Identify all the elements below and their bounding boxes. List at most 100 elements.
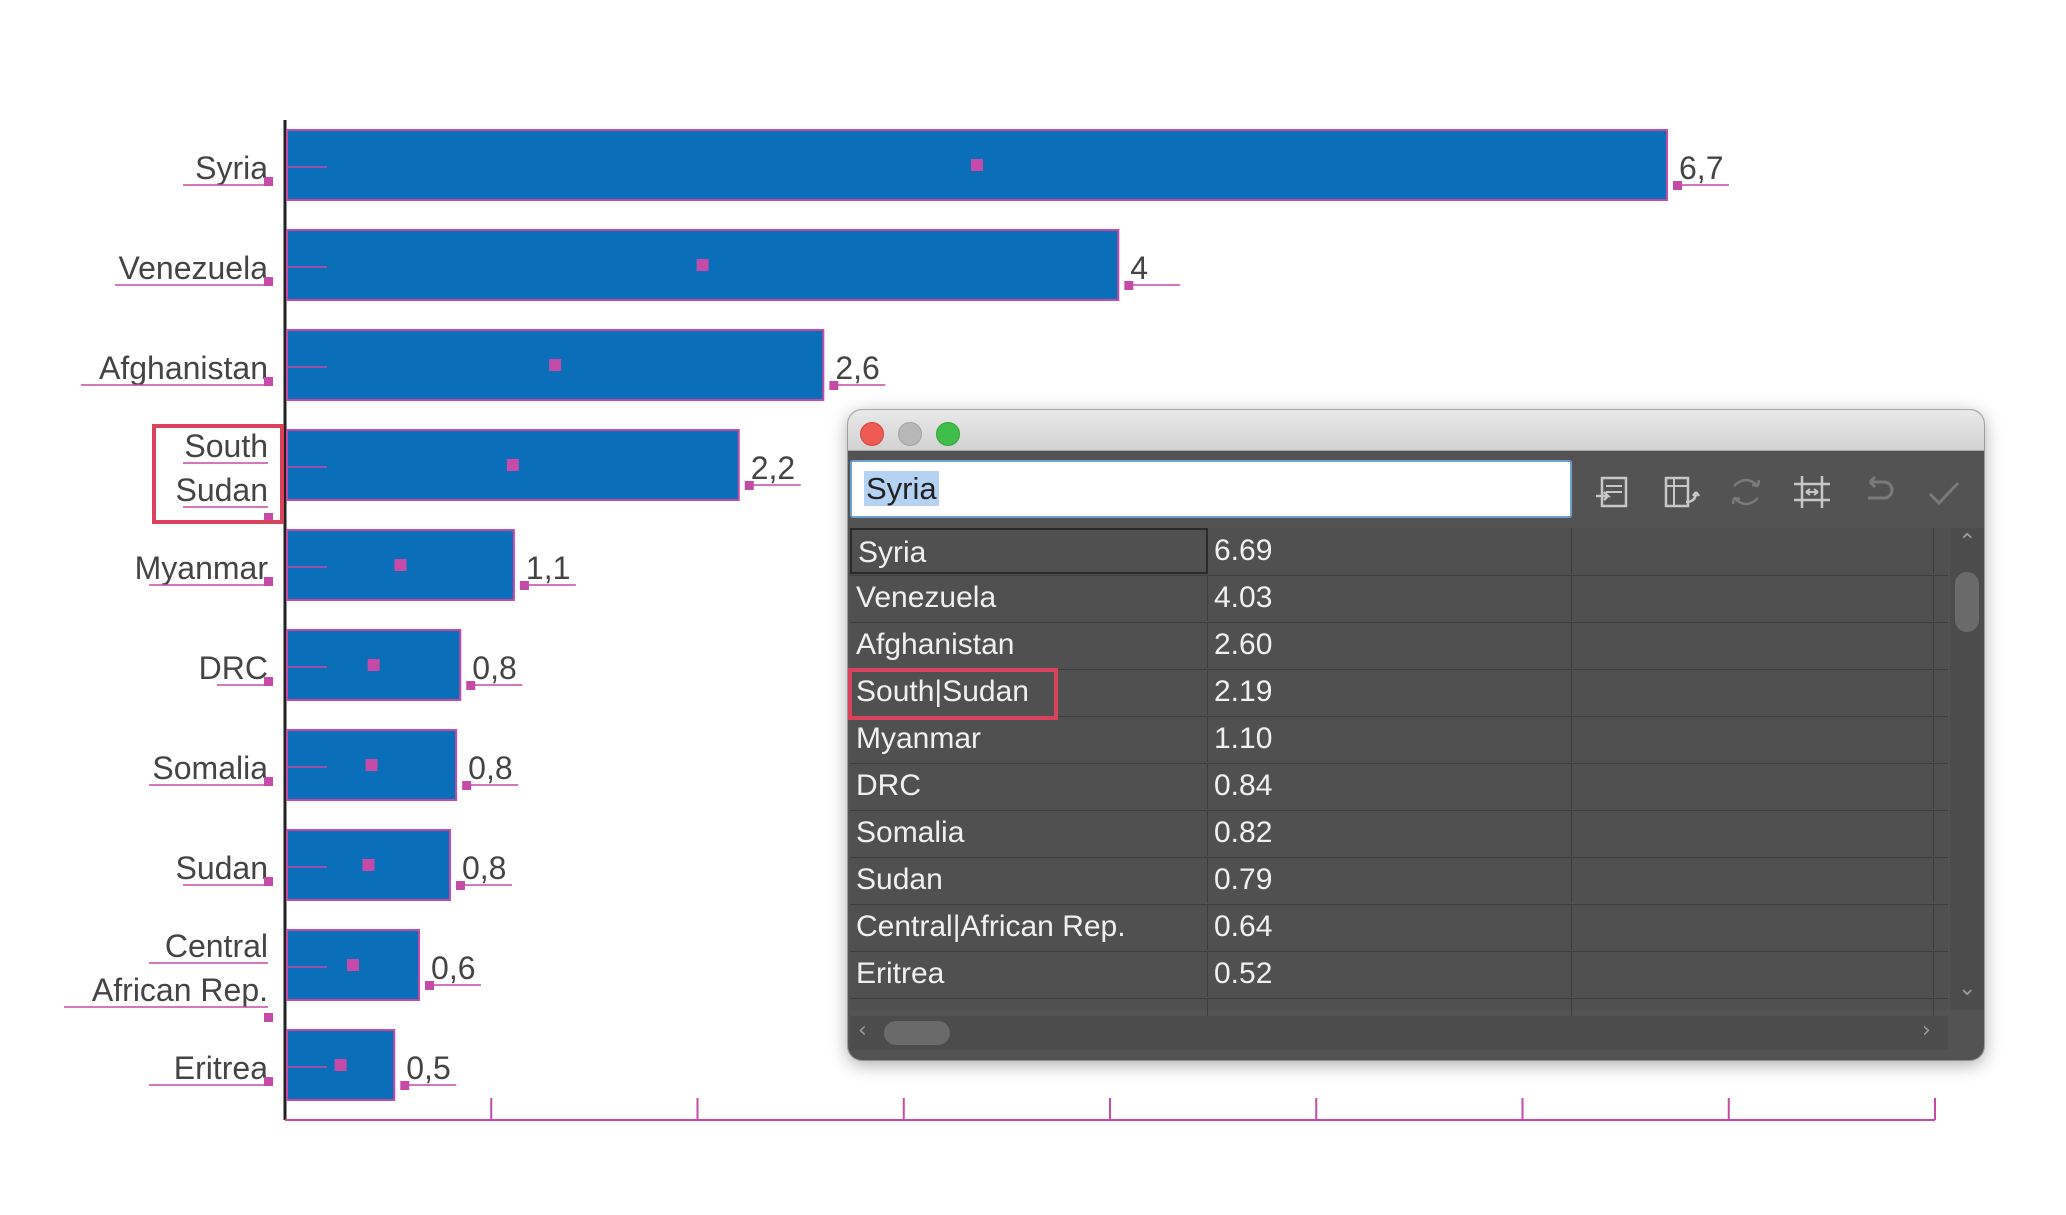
transpose-icon[interactable] xyxy=(1658,470,1702,514)
label-cell[interactable]: South|Sudan xyxy=(850,669,1208,715)
value-label: 0,8 xyxy=(468,750,512,786)
category-label-anchor xyxy=(264,377,273,386)
label-cell[interactable]: Afghanistan xyxy=(850,622,1208,668)
value-cell[interactable]: 1.10 xyxy=(1208,716,1572,762)
chart-highlight-south-sudan xyxy=(152,424,284,524)
category-label: Sudan xyxy=(175,850,268,886)
vertical-scrollbar[interactable]: ⌃ ⌄ xyxy=(1950,528,1984,1010)
table-row[interactable]: Syria 6.69 xyxy=(850,528,1948,576)
scroll-right-icon[interactable]: › xyxy=(1922,1018,1931,1043)
category-label: Central xyxy=(165,928,268,964)
value-label-anchor xyxy=(425,981,435,990)
label-cell[interactable]: Syria xyxy=(850,528,1208,574)
category-label: Sudan xyxy=(175,472,268,508)
value-cell[interactable]: 0.79 xyxy=(1208,857,1572,903)
value-cell[interactable]: 0.84 xyxy=(1208,763,1572,809)
bar-center-point xyxy=(394,559,407,571)
value-label: 2,2 xyxy=(751,450,795,486)
value-cell[interactable]: 4.03 xyxy=(1208,575,1572,621)
data-grid[interactable]: Syria 6.69 Venezuela 4.03 Afghanistan 2.60 Sou… xyxy=(850,528,1948,1046)
value-cell[interactable]: 0.52 xyxy=(1208,951,1572,997)
horizontal-scrollbar[interactable]: ‹ › xyxy=(850,1016,1948,1050)
empty-cell[interactable] xyxy=(1572,575,1934,621)
horizontal-scroll-thumb[interactable] xyxy=(884,1021,950,1045)
empty-cell[interactable] xyxy=(1572,951,1934,997)
category-label-anchor xyxy=(264,177,273,186)
table-row[interactable]: Afghanistan 2.60 xyxy=(850,622,1948,670)
bar-center-point xyxy=(334,1059,347,1071)
empty-cell[interactable] xyxy=(1572,810,1934,856)
table-row[interactable]: Sudan 0.79 xyxy=(850,857,1948,905)
category-label-anchor xyxy=(264,1013,273,1022)
empty-cell[interactable] xyxy=(1572,669,1934,715)
table-row[interactable]: Eritrea 0.52 xyxy=(850,951,1948,999)
value-cell[interactable]: 2.60 xyxy=(1208,622,1572,668)
empty-cell[interactable] xyxy=(1572,716,1934,762)
empty-cell[interactable] xyxy=(1572,528,1934,574)
category-label: Venezuela xyxy=(119,250,269,286)
table-row[interactable]: DRC 0.84 xyxy=(850,763,1948,811)
minimize-window-button[interactable] xyxy=(898,422,922,446)
table-row[interactable]: Venezuela 4.03 xyxy=(850,575,1948,623)
empty-cell[interactable] xyxy=(1572,857,1934,903)
label-cell[interactable]: Somalia xyxy=(850,810,1208,856)
swap-xy-icon[interactable] xyxy=(1724,470,1768,514)
label-cell[interactable]: DRC xyxy=(850,763,1208,809)
value-label: 2,6 xyxy=(835,350,879,386)
category-label: Afghanistan xyxy=(99,350,268,386)
value-label-anchor xyxy=(400,1081,410,1090)
category-label-anchor xyxy=(264,677,273,686)
bar xyxy=(286,629,462,701)
label-cell[interactable]: Myanmar xyxy=(850,716,1208,762)
revert-icon[interactable] xyxy=(1856,470,1900,514)
table-row[interactable]: Myanmar 1.10 xyxy=(850,716,1948,764)
value-label-anchor xyxy=(1124,281,1134,290)
scroll-up-icon[interactable]: ⌃ xyxy=(1958,530,1977,555)
table-row[interactable]: Somalia 0.82 xyxy=(850,810,1948,858)
label-cell[interactable]: Central|African Rep. xyxy=(850,904,1208,950)
value-label: 0,8 xyxy=(462,850,506,886)
table-row[interactable]: Central|African Rep. 0.64 xyxy=(850,904,1948,952)
category-label: South xyxy=(184,428,268,464)
value-label: 0,6 xyxy=(431,950,475,986)
import-data-icon[interactable] xyxy=(1592,470,1636,514)
scroll-down-icon[interactable]: ⌄ xyxy=(1958,976,1977,1001)
value-label-anchor xyxy=(466,681,476,690)
value-cell[interactable]: 0.64 xyxy=(1208,904,1572,950)
value-label-anchor xyxy=(744,481,754,490)
scroll-left-icon[interactable]: ‹ xyxy=(858,1018,867,1043)
zoom-window-button[interactable] xyxy=(936,422,960,446)
bar-center-point xyxy=(971,159,983,171)
close-window-button[interactable] xyxy=(860,422,884,446)
value-label: 0,8 xyxy=(472,650,516,686)
bar-center-point xyxy=(696,259,709,271)
cell-entry-field[interactable]: Syria xyxy=(850,460,1572,518)
bar-center-point xyxy=(347,959,360,971)
category-label: Syria xyxy=(195,150,268,186)
category-label: Somalia xyxy=(152,750,268,786)
cell-style-icon[interactable] xyxy=(1790,470,1834,514)
label-cell[interactable]: Sudan xyxy=(850,857,1208,903)
value-cell[interactable]: 2.19 xyxy=(1208,669,1572,715)
cell-entry-text[interactable]: Syria xyxy=(864,471,939,506)
vertical-scroll-thumb[interactable] xyxy=(1955,572,1979,632)
category-label: Eritrea xyxy=(174,1050,268,1086)
empty-cell[interactable] xyxy=(1572,763,1934,809)
bar-center-point xyxy=(362,859,375,871)
value-cell[interactable]: 6.69 xyxy=(1208,528,1572,574)
table-row[interactable]: South|Sudan 2.19 xyxy=(850,669,1948,717)
empty-cell[interactable] xyxy=(1572,904,1934,950)
empty-cell[interactable] xyxy=(1572,622,1934,668)
value-cell[interactable]: 0.82 xyxy=(1208,810,1572,856)
value-label-anchor xyxy=(462,781,472,790)
value-label-anchor xyxy=(829,381,839,390)
window-titlebar[interactable] xyxy=(848,410,1984,451)
apply-checkmark-icon[interactable] xyxy=(1922,470,1966,514)
bar-center-point xyxy=(367,659,380,671)
label-cell[interactable]: Eritrea xyxy=(850,951,1208,997)
grid-highlight-south-sudan xyxy=(848,668,1058,720)
value-label-anchor xyxy=(519,581,529,590)
value-label-anchor xyxy=(455,881,465,890)
label-cell[interactable]: Venezuela xyxy=(850,575,1208,621)
